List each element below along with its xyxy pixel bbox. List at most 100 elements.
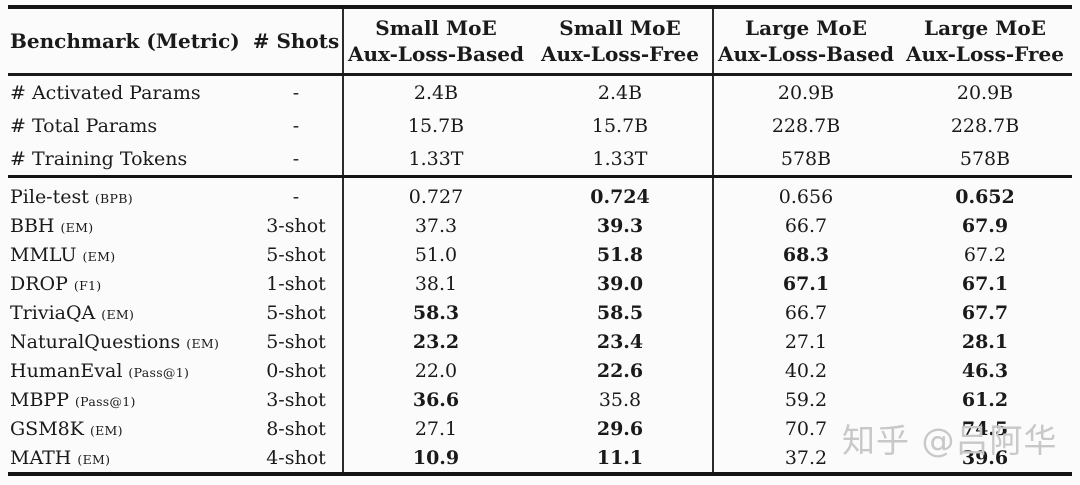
- benchmark-result-row: TriviaQA (EM) 5-shot 58.3 58.5 66.7 67.7: [8, 298, 1072, 327]
- benchmark-name: MATH: [10, 446, 72, 469]
- benchmark-name: TriviaQA: [10, 301, 96, 324]
- value-cell: 22.0: [342, 356, 528, 385]
- header-small-moe-aux-loss-based: Small MoE Aux-Loss-Based: [342, 7, 528, 76]
- value-cell: 36.6: [342, 385, 528, 414]
- value-cell: 67.9: [961, 214, 1009, 237]
- benchmark-result-rows: Pile-test (BPB) - 0.727 0.724 0.656 0.652 BBH (E…: [8, 176, 1072, 474]
- value-cell: 37.2: [712, 443, 898, 474]
- shots-cell: 3-shot: [266, 388, 326, 411]
- value-cell: 58.5: [596, 301, 644, 324]
- value-cell: 35.8: [598, 388, 642, 411]
- value-cell: 578B: [959, 147, 1011, 170]
- benchmark-name: DROP: [10, 272, 68, 295]
- value-cell: 46.3: [961, 359, 1009, 382]
- shots-cell: 5-shot: [266, 301, 326, 324]
- value-cell: 10.9: [342, 443, 528, 474]
- metric-label: (F1): [73, 277, 102, 293]
- value-cell: 61.2: [961, 388, 1009, 411]
- value-cell: 66.7: [712, 211, 898, 240]
- model-info-row: # Total Params - 15.7B 15.7B 228.7B 228.7B: [8, 109, 1072, 142]
- header-group-line2: Aux-Loss-Free: [906, 42, 1064, 66]
- benchmark-name: MMLU: [10, 243, 77, 266]
- value-cell: 74.5: [961, 417, 1009, 440]
- benchmark-result-row: GSM8K (EM) 8-shot 27.1 29.6 70.7 74.5: [8, 414, 1072, 443]
- value-cell: 58.3: [342, 298, 528, 327]
- shots-cell: -: [292, 81, 300, 104]
- header-num-shots: # Shots: [250, 7, 343, 76]
- metric-label: (Pass@1): [75, 393, 136, 409]
- value-cell: 2.4B: [597, 81, 643, 104]
- benchmark-result-row: Pile-test (BPB) - 0.727 0.724 0.656 0.652: [8, 176, 1072, 212]
- benchmark-result-row: MBPP (Pass@1) 3-shot 36.6 35.8 59.2 61.2: [8, 385, 1072, 414]
- benchmark-name: NaturalQuestions: [10, 330, 181, 353]
- metric-label: (EM): [60, 219, 94, 235]
- header-group-line1: Large MoE: [745, 16, 867, 40]
- benchmark-name-cell: NaturalQuestions (EM): [8, 327, 250, 356]
- benchmark-name: HumanEval: [10, 359, 123, 382]
- benchmark-result-row: BBH (EM) 3-shot 37.3 39.3 66.7 67.9: [8, 211, 1072, 240]
- value-cell: 40.2: [712, 356, 898, 385]
- benchmark-name-cell: Pile-test (BPB): [8, 177, 250, 212]
- benchmark-name-cell: DROP (F1): [8, 269, 250, 298]
- value-cell: 1.33T: [342, 142, 528, 177]
- value-cell: 23.4: [596, 330, 644, 353]
- metric-label: (Pass@1): [128, 364, 190, 380]
- value-cell: 67.7: [961, 301, 1009, 324]
- header-group-line2: Aux-Loss-Based: [348, 42, 524, 66]
- model-info-rows: # Activated Params -2.4B 2.4B 20.9B 20.9B # T…: [8, 74, 1072, 177]
- shots-cell: 1-shot: [266, 272, 326, 295]
- value-cell: 578B: [712, 142, 898, 177]
- header-group-line2: Aux-Loss-Based: [718, 42, 894, 66]
- benchmark-result-row: MATH (EM) 4-shot 10.9 11.1 37.2 39.6: [8, 443, 1072, 474]
- results-table: Benchmark (Metric) # Shots Small MoE Aux…: [8, 5, 1072, 476]
- value-cell: 38.1: [342, 269, 528, 298]
- header-group-line2: Aux-Loss-Free: [541, 42, 699, 66]
- benchmark-name-cell: MMLU (EM): [8, 240, 250, 269]
- benchmark-name: # Training Tokens: [10, 147, 188, 170]
- value-cell: 228.7B: [950, 114, 1020, 137]
- header-row: Benchmark (Metric) # Shots Small MoE Aux…: [8, 7, 1072, 76]
- shots-cell: 3-shot: [266, 214, 326, 237]
- metric-label: (EM): [101, 306, 135, 322]
- value-cell: 0.656: [712, 176, 898, 211]
- value-cell: 67.1: [712, 269, 898, 298]
- value-cell: 67.2: [963, 243, 1007, 266]
- benchmark-name: BBH: [10, 214, 55, 237]
- benchmark-name-cell: GSM8K (EM): [8, 414, 250, 443]
- shots-cell: 4-shot: [266, 446, 326, 469]
- benchmark-name: # Activated Params: [10, 81, 201, 104]
- value-cell: 51.8: [596, 243, 644, 266]
- benchmark-result-row: MMLU (EM) 5-shot 51.0 51.8 68.3 67.2: [8, 240, 1072, 269]
- value-cell: 23.2: [342, 327, 528, 356]
- header-small-moe-aux-loss-free: Small MoE Aux-Loss-Free: [528, 7, 713, 76]
- value-cell: 59.2: [712, 385, 898, 414]
- benchmark-name-cell: MATH (EM): [8, 443, 250, 474]
- value-cell: 67.1: [961, 272, 1009, 295]
- header-large-moe-aux-loss-free: Large MoE Aux-Loss-Free: [898, 7, 1072, 76]
- benchmark-name: # Total Params: [10, 114, 158, 137]
- value-cell: 22.6: [596, 359, 644, 382]
- value-cell: 11.1: [596, 446, 644, 469]
- header-group-line1: Small MoE: [559, 16, 681, 40]
- value-cell: 1.33T: [592, 147, 648, 170]
- value-cell: 27.1: [342, 414, 528, 443]
- metric-label: (EM): [186, 335, 220, 351]
- header-large-moe-aux-loss-based: Large MoE Aux-Loss-Based: [712, 7, 898, 76]
- shots-cell: 0-shot: [266, 359, 326, 382]
- header-group-line1: Small MoE: [375, 16, 497, 40]
- benchmark-name: GSM8K: [10, 417, 84, 440]
- benchmark-name: MBPP: [10, 388, 69, 411]
- value-cell: 228.7B: [712, 109, 898, 142]
- header-benchmark-metric: Benchmark (Metric): [8, 7, 250, 76]
- value-cell: 66.7: [712, 298, 898, 327]
- benchmark-name-cell: HumanEval (Pass@1): [8, 356, 250, 385]
- value-cell: 39.6: [961, 446, 1009, 469]
- metric-label: (BPB): [94, 190, 133, 206]
- benchmark-name-cell: TriviaQA (EM): [8, 298, 250, 327]
- value-cell: 0.652: [955, 185, 1015, 208]
- value-cell: 28.1: [961, 330, 1009, 353]
- benchmark-name-cell: MBPP (Pass@1): [8, 385, 250, 414]
- value-cell: 0.727: [342, 176, 528, 211]
- benchmark-result-row: DROP (F1) 1-shot 38.1 39.0 67.1 67.1: [8, 269, 1072, 298]
